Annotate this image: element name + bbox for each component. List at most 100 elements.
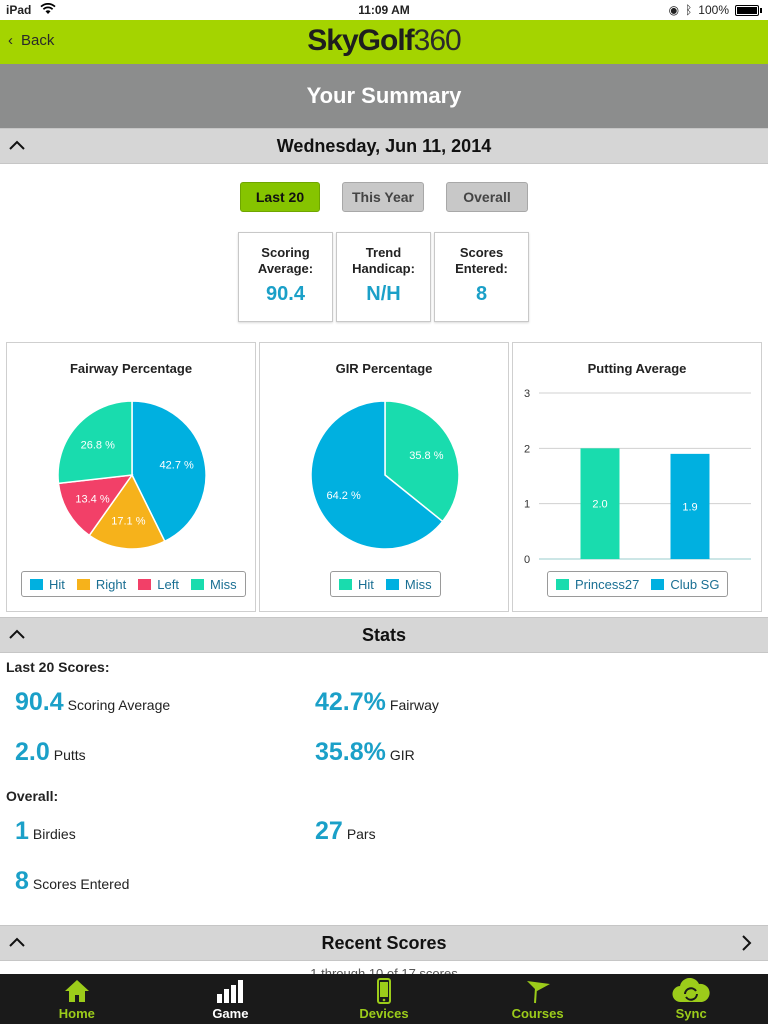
pie-slice-left[interactable] xyxy=(57,474,134,537)
legend-item[interactable]: Left xyxy=(138,577,179,592)
chevron-right-icon[interactable] xyxy=(740,926,754,970)
page-title: Your Summary xyxy=(0,64,768,128)
legend-item[interactable]: Miss xyxy=(385,577,432,592)
scoring-average-box: Scoring Average: 90.4 xyxy=(238,232,333,322)
pie-slice-label: 26.8 % xyxy=(81,439,115,451)
gir-chart-title: GIR Percentage xyxy=(335,361,433,376)
stat-pars: 27 Pars xyxy=(315,817,376,845)
bar-chart-icon xyxy=(217,980,244,1003)
legend-item[interactable]: Princess27 xyxy=(556,577,639,592)
fairway-chart-panel: Fairway Percentage 42.7 % 17.1 % 13.4 % 26.… xyxy=(6,342,256,612)
back-button[interactable]: ‹ Back xyxy=(8,32,54,49)
skygolf-logo: SkyGolf360 xyxy=(307,24,461,57)
stat-scoring-average: 90.4 Scoring Average xyxy=(15,688,171,716)
gir-chart-panel: GIR Percentage 35.8 % 64.2 % Hit Miss xyxy=(259,342,509,612)
pie-slice-right[interactable] xyxy=(88,473,166,550)
trend-handicap-label: Trend Handicap: xyxy=(352,245,415,276)
recent-scores-header[interactable]: Recent Scores xyxy=(0,925,768,961)
recent-scores-title: Recent Scores xyxy=(321,933,447,953)
pie-slice-miss[interactable] xyxy=(310,400,444,550)
stat-gir: 35.8% GIR xyxy=(315,738,415,766)
bar-value-label: 1.9 xyxy=(682,501,697,513)
putting-chart-panel: Putting Average 0 1 2 3 2.0 1.9 Princess27 Cl… xyxy=(512,342,762,612)
pie-slice-label: 42.7 % xyxy=(160,460,194,472)
flag-icon xyxy=(526,981,550,1004)
last20-heading: Last 20 Scores: xyxy=(6,659,110,675)
collapse-caret-icon[interactable] xyxy=(8,618,26,665)
stat-putts: 2.0 Putts xyxy=(15,738,86,766)
stats-body: Last 20 Scores: 90.4 Scoring Average 42.7… xyxy=(0,654,768,926)
battery-percent: 100% xyxy=(698,3,729,17)
battery-icon xyxy=(735,4,759,16)
fairway-chart-title: Fairway Percentage xyxy=(69,361,193,376)
summary-stat-boxes: Scoring Average: 90.4 Trend Handicap: N/… xyxy=(238,232,529,322)
legend-item[interactable]: Club SG xyxy=(651,577,719,592)
app-header: ‹ Back SkyGolf360 xyxy=(0,20,768,64)
tab-game[interactable]: Game xyxy=(154,974,308,1024)
scoring-average-value: 90.4 xyxy=(266,283,305,305)
date-title: Wednesday, Jun 11, 2014 xyxy=(276,136,492,156)
scores-entered-value: 8 xyxy=(475,283,488,305)
date-section-header[interactable]: Wednesday, Jun 11, 2014 xyxy=(0,128,768,164)
tab-devices[interactable]: Devices xyxy=(307,974,461,1024)
y-tick-label: 1 xyxy=(524,499,530,511)
filter-this-year-button[interactable]: This Year xyxy=(342,182,424,212)
putting-legend: Princess27 Club SG xyxy=(547,571,729,597)
pie-slice-hit[interactable] xyxy=(384,400,460,523)
stat-fairway: 42.7% Fairway xyxy=(315,688,439,716)
pie-slice-miss[interactable] xyxy=(57,400,133,485)
collapse-caret-icon[interactable] xyxy=(8,926,26,973)
filter-overall-button[interactable]: Overall xyxy=(446,182,528,212)
stats-title: Stats xyxy=(361,625,406,645)
bar-princess27[interactable] xyxy=(580,448,620,559)
stats-section-header[interactable]: Stats xyxy=(0,617,768,653)
trend-handicap-value: N/H xyxy=(366,283,401,305)
trend-handicap-box: Trend Handicap: N/H xyxy=(336,232,431,322)
tab-courses[interactable]: Courses xyxy=(461,974,615,1024)
recent-scores-count: 1 through 10 of 17 scores xyxy=(310,966,458,974)
legend-item[interactable]: Hit xyxy=(339,577,374,592)
status-bar: iPad 11:09 AM ◉ ᛒ 100% xyxy=(0,0,768,20)
gir-legend: Hit Miss xyxy=(330,571,441,597)
pie-slice-label: 13.4 % xyxy=(75,493,109,505)
scores-entered-label: Scores Entered: xyxy=(455,245,508,276)
stat-birdies: 1 Birdies xyxy=(15,817,76,845)
tab-home[interactable]: Home xyxy=(0,974,154,1024)
stat-scores-entered: 8 Scores Entered xyxy=(15,867,130,895)
tab-sync[interactable]: Sync xyxy=(614,974,768,1024)
pie-slice-label: 35.8 % xyxy=(409,450,443,462)
pie-slice-hit[interactable] xyxy=(131,400,207,543)
pie-slice-label: 64.2 % xyxy=(326,490,360,502)
legend-item[interactable]: Hit xyxy=(30,577,65,592)
phone-icon xyxy=(376,978,391,1004)
y-tick-label: 0 xyxy=(524,554,530,566)
wifi-icon xyxy=(40,2,56,18)
y-tick-label: 2 xyxy=(524,443,530,455)
legend-item[interactable]: Right xyxy=(76,577,126,592)
overall-heading: Overall: xyxy=(6,788,59,804)
putting-chart-title: Putting Average xyxy=(587,361,687,376)
legend-item[interactable]: Miss xyxy=(190,577,237,592)
tab-bar: Home Game Devices Courses Sync xyxy=(0,974,768,1024)
gir-pie-chart: 35.8 % 64.2 % xyxy=(310,400,460,550)
back-label: Back xyxy=(21,32,55,49)
range-filter-group: Last 20 This Year Overall xyxy=(0,182,768,212)
scores-entered-box: Scores Entered: 8 xyxy=(434,232,529,322)
bar-club-sg[interactable] xyxy=(670,453,710,559)
carrier-label: iPad xyxy=(6,3,32,17)
pie-slice-label: 17.1 % xyxy=(111,516,145,528)
fairway-pie-chart: 42.7 % 17.1 %13.4 % 26.8 % xyxy=(57,400,207,550)
filter-last20-button[interactable]: Last 20 xyxy=(240,182,320,212)
scoring-average-label: Scoring Average: xyxy=(257,245,314,276)
bar-value-label: 2.0 xyxy=(592,499,607,511)
fairway-legend: Hit Right Left Miss xyxy=(21,571,246,597)
clock: 11:09 AM xyxy=(358,3,410,17)
back-chevron-icon: ‹ xyxy=(8,32,13,49)
location-icon: ◉ xyxy=(668,3,680,17)
putting-bar-chart: 0 1 2 3 2.0 1.9 xyxy=(524,388,751,566)
bluetooth-icon: ᛒ xyxy=(685,3,693,17)
collapse-caret-icon[interactable] xyxy=(8,129,26,176)
cloud-sync-icon xyxy=(672,978,710,1003)
y-tick-label: 3 xyxy=(524,388,530,400)
home-icon xyxy=(64,980,89,1002)
